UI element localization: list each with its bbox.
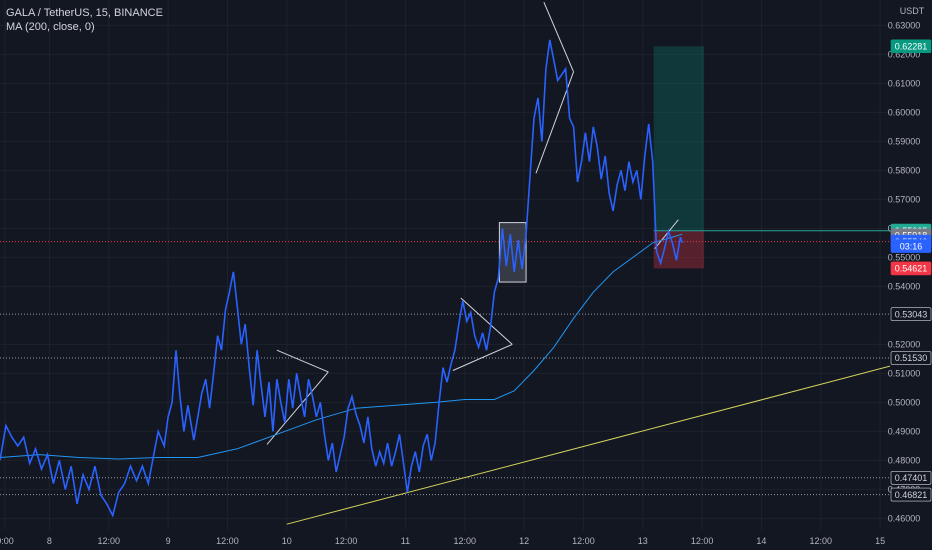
- time-tick: 12:00: [572, 536, 595, 546]
- price-tick: 0.58000: [888, 165, 921, 175]
- price-label-text: 0.62281: [895, 41, 928, 51]
- price-label-text: 0.47401: [895, 473, 928, 483]
- time-tick: 15: [875, 536, 885, 546]
- time-tick: 12:00: [810, 536, 833, 546]
- price-tick: 0.60000: [888, 107, 921, 117]
- price-label-bg: [890, 239, 932, 253]
- price-label-text: 0.51530: [895, 353, 928, 363]
- price-label-bg: [890, 307, 932, 321]
- pattern-line: [543, 2, 575, 72]
- price-tick: 0.48000: [888, 455, 921, 465]
- price-label-bg: [890, 39, 932, 54]
- pattern-line: [452, 343, 513, 371]
- price-tick: 0.50000: [888, 397, 921, 407]
- time-tick: 9: [166, 536, 171, 546]
- time-tick: 10: [282, 536, 292, 546]
- time-tick: 12:00: [454, 536, 477, 546]
- ma-line: [0, 233, 683, 460]
- price-line: [0, 39, 684, 518]
- horizontal-levels: [0, 241, 890, 496]
- price-label-text: 03:16: [900, 241, 923, 251]
- time-tick: 0:00: [0, 536, 14, 546]
- price-label-bg: [890, 351, 932, 365]
- price-label-text: 0.54621: [895, 264, 928, 274]
- price-tick: 0.62000: [888, 49, 921, 59]
- price-tick: 0.61000: [888, 78, 921, 88]
- series: [0, 39, 684, 518]
- time-axis[interactable]: 0:00 8 12:00 9 12:00 10 12:00 11 12:00 12 12:00 13 1…: [0, 536, 885, 546]
- price-label: 0.46821: [890, 487, 932, 502]
- price-label-bg: [890, 470, 932, 485]
- indicator-label[interactable]: MA (200, close, 0): [6, 21, 95, 33]
- price-label: 0.54621: [890, 261, 932, 276]
- support-trendline: [286, 365, 891, 525]
- price-label: 03:16: [890, 239, 932, 253]
- price-tick: 0.46000: [888, 513, 921, 523]
- price-tick: 0.57000: [888, 194, 921, 204]
- grid: [0, 0, 890, 530]
- price-tick: 0.52000: [888, 339, 921, 349]
- symbol-title[interactable]: GALA / TetherUS, 15, BINANCE: [6, 7, 163, 19]
- price-label: 0.51530: [890, 351, 932, 365]
- profit-zone: [653, 46, 705, 231]
- price-tick: 0.59000: [888, 136, 921, 146]
- time-tick: 12:00: [335, 536, 358, 546]
- price-label: 0.47401: [890, 470, 932, 485]
- pattern-line: [276, 349, 329, 373]
- time-tick: 13: [638, 536, 648, 546]
- time-tick: 12:00: [691, 536, 714, 546]
- price-label-bg: [890, 487, 932, 502]
- price-tick: 0.51000: [888, 368, 921, 378]
- pattern-line: [266, 371, 329, 445]
- price-labels: 0.622810.559250.559180.5554603:160.54621…: [890, 39, 932, 502]
- time-tick: 12:00: [216, 536, 239, 546]
- price-label-text: 0.46821: [895, 490, 928, 500]
- price-tick: 0.63000: [888, 20, 921, 30]
- price-tick: 0.55000: [888, 252, 921, 262]
- chart-legend: GALA / TetherUS, 15, BINANCE MA (200, cl…: [6, 6, 163, 34]
- price-tick: 0.54000: [888, 281, 921, 291]
- time-tick: 12:00: [98, 536, 121, 546]
- pattern-line: [460, 297, 513, 345]
- pattern-line: [654, 219, 679, 250]
- price-label: 0.53043: [890, 307, 932, 321]
- time-tick: 8: [47, 536, 52, 546]
- time-tick: 14: [756, 536, 766, 546]
- currency-label: USDT: [900, 6, 925, 16]
- price-label: 0.62281: [890, 39, 932, 54]
- price-label-bg: [890, 261, 932, 276]
- time-tick: 12: [519, 536, 529, 546]
- time-tick: 11: [401, 536, 410, 546]
- price-tick: 0.49000: [888, 426, 921, 436]
- price-label-text: 0.53043: [895, 309, 928, 319]
